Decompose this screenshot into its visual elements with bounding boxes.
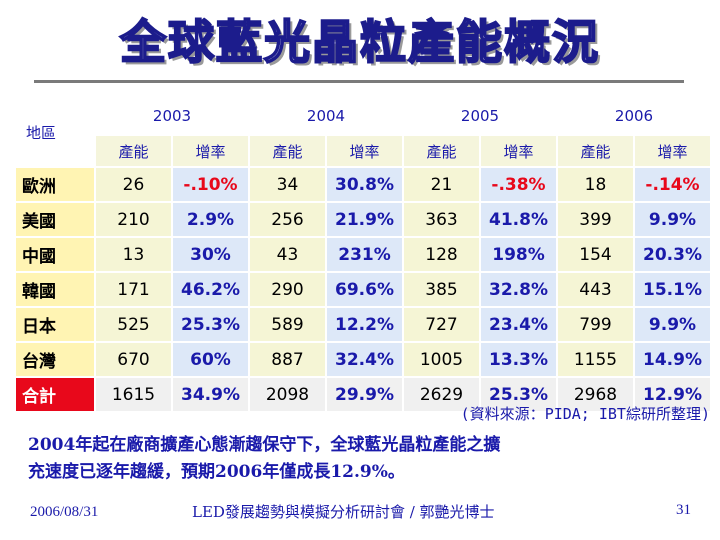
growth-cell: 12.2% (325, 306, 404, 343)
capacity-cell: 399 (556, 201, 635, 238)
growth-cell: -.10% (171, 166, 250, 203)
growth-cell: 13.3% (479, 341, 558, 378)
year-header-2005: 2005 (402, 96, 558, 136)
total-label: 合計 (14, 376, 96, 413)
summary-line-2: 充速度已逐年趨緩，預期2006年僅成長12.9%。 (28, 462, 405, 482)
capacity-cell: 171 (94, 271, 173, 308)
region-label: 韓國 (14, 271, 96, 308)
total-capacity-cell: 2968 (556, 376, 635, 413)
growth-cell: 41.8% (479, 201, 558, 238)
capacity-cell: 256 (248, 201, 327, 238)
capacity-header: 產能 (248, 134, 327, 168)
total-capacity-cell: 2629 (402, 376, 481, 413)
title-divider (34, 80, 684, 83)
region-column-header: 地區 (14, 96, 96, 168)
table-row-china: 中國 13 30% 43 231% 128 198% 154 20.3% (14, 236, 712, 273)
capacity-cell: 21 (402, 166, 481, 203)
growth-cell: 2.9% (171, 201, 250, 238)
capacity-cell: 34 (248, 166, 327, 203)
growth-cell: 21.9% (325, 201, 404, 238)
growth-cell: -.38% (479, 166, 558, 203)
growth-cell: 231% (325, 236, 404, 273)
capacity-cell: 589 (248, 306, 327, 343)
source-note: (資料來源：PIDA; IBT綜研所整理) (460, 405, 710, 423)
growth-cell: 30% (171, 236, 250, 273)
capacity-cell: 210 (94, 201, 173, 238)
year-header-2003: 2003 (94, 96, 250, 136)
table-row-total: 合計 1615 34.9% 2098 29.9% 2629 25.3% 2968… (14, 376, 712, 413)
growth-cell: 69.6% (325, 271, 404, 308)
page-number: 31 (676, 502, 691, 518)
region-label: 歐洲 (14, 166, 96, 203)
growth-cell: 25.3% (171, 306, 250, 343)
total-growth-cell: 25.3% (479, 376, 558, 413)
capacity-table: 地區 2003 2004 2005 2006 產能 增率 產能 增率 產能 增率… (14, 96, 712, 413)
capacity-cell: 385 (402, 271, 481, 308)
growth-cell: 32.4% (325, 341, 404, 378)
table-row-europe: 歐洲 26 -.10% 34 30.8% 21 -.38% 18 -.14% (14, 166, 712, 203)
total-capacity-cell: 1615 (94, 376, 173, 413)
capacity-cell: 443 (556, 271, 635, 308)
table-row-taiwan: 台灣 670 60% 887 32.4% 1005 13.3% 1155 14.… (14, 341, 712, 378)
capacity-header: 產能 (402, 134, 481, 168)
total-growth-cell: 12.9% (633, 376, 712, 413)
growth-cell: 46.2% (171, 271, 250, 308)
capacity-header: 產能 (556, 134, 635, 168)
growth-header: 增率 (325, 134, 404, 168)
growth-cell: 14.9% (633, 341, 712, 378)
capacity-cell: 26 (94, 166, 173, 203)
capacity-cell: 18 (556, 166, 635, 203)
capacity-cell: 363 (402, 201, 481, 238)
capacity-header: 產能 (94, 134, 173, 168)
region-label: 美國 (14, 201, 96, 238)
capacity-cell: 525 (94, 306, 173, 343)
table-row-usa: 美國 210 2.9% 256 21.9% 363 41.8% 399 9.9% (14, 201, 712, 238)
capacity-cell: 128 (402, 236, 481, 273)
slide-title: 全球藍光晶粒產能概況 (119, 14, 600, 70)
growth-cell: 23.4% (479, 306, 558, 343)
growth-cell: 30.8% (325, 166, 404, 203)
capacity-cell: 799 (556, 306, 635, 343)
summary-line-1: 2004年起在廠商擴產心態漸趨保守下，全球藍光晶粒產能之擴 (28, 435, 501, 455)
growth-cell: 20.3% (633, 236, 712, 273)
capacity-cell: 670 (94, 341, 173, 378)
total-growth-cell: 29.9% (325, 376, 404, 413)
total-growth-cell: 34.9% (171, 376, 250, 413)
summary-text: 2004年起在廠商擴產心態漸趨保守下，全球藍光晶粒產能之擴 充速度已逐年趨緩，預… (28, 432, 708, 486)
footer-presentation-title: LED發展趨勢與模擬分析研討會 / 郭艷光博士 (192, 503, 495, 521)
growth-cell: 9.9% (633, 201, 712, 238)
growth-header: 增率 (479, 134, 558, 168)
region-label: 台灣 (14, 341, 96, 378)
total-capacity-cell: 2098 (248, 376, 327, 413)
table-sub-header-row: 產能 增率 產能 增率 產能 增率 產能 增率 (15, 134, 712, 168)
year-header-2004: 2004 (248, 96, 404, 136)
growth-header: 增率 (633, 134, 712, 168)
footer-date: 2006/08/31 (30, 504, 99, 520)
capacity-table-container: 地區 2003 2004 2005 2006 產能 增率 產能 增率 產能 增率… (14, 96, 712, 413)
capacity-cell: 13 (94, 236, 173, 273)
growth-header: 增率 (171, 134, 250, 168)
growth-cell: 198% (479, 236, 558, 273)
growth-cell: -.14% (633, 166, 712, 203)
table-row-korea: 韓國 171 46.2% 290 69.6% 385 32.8% 443 15.… (14, 271, 712, 308)
capacity-cell: 43 (248, 236, 327, 273)
capacity-cell: 887 (248, 341, 327, 378)
region-label: 日本 (14, 306, 96, 343)
table-year-header-row: 地區 2003 2004 2005 2006 (14, 96, 712, 168)
table-row-japan: 日本 525 25.3% 589 12.2% 727 23.4% 799 9.9… (14, 306, 712, 343)
capacity-cell: 1155 (556, 341, 635, 378)
growth-cell: 15.1% (633, 271, 712, 308)
growth-cell: 9.9% (633, 306, 712, 343)
growth-cell: 60% (171, 341, 250, 378)
capacity-cell: 1005 (402, 341, 481, 378)
growth-cell: 32.8% (479, 271, 558, 308)
capacity-cell: 727 (402, 306, 481, 343)
region-label: 中國 (14, 236, 96, 273)
capacity-cell: 154 (556, 236, 635, 273)
year-header-2006: 2006 (556, 96, 712, 136)
capacity-cell: 290 (248, 271, 327, 308)
